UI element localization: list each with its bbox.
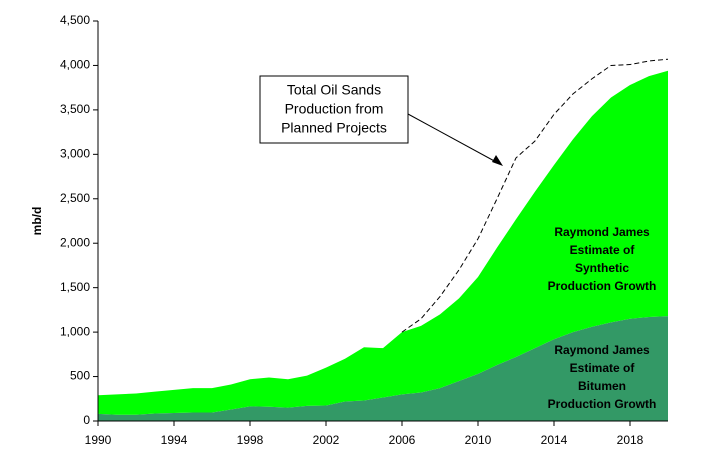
y-tick-label: 3,000 — [60, 147, 90, 161]
series-label: Raymond James — [554, 343, 650, 357]
series-label: Raymond James — [554, 225, 650, 239]
y-tick-label: 1,000 — [60, 324, 90, 338]
y-tick-label: 3,500 — [60, 102, 90, 116]
y-tick-label: 2,500 — [60, 191, 90, 205]
y-tick-label: 4,000 — [60, 58, 90, 72]
planned-line — [401, 58, 669, 333]
series-label: Estimate of — [570, 243, 636, 257]
x-tick-label: 2010 — [465, 433, 492, 447]
x-tick-label: 1998 — [237, 433, 264, 447]
y-axis-label: mb/d — [30, 207, 44, 236]
x-tick-label: 2002 — [313, 433, 340, 447]
x-tick-label: 1994 — [161, 433, 188, 447]
area — [98, 70, 668, 415]
y-tick-label: 0 — [83, 413, 90, 427]
x-tick-label: 2006 — [389, 433, 416, 447]
area — [98, 316, 668, 421]
x-tick-label: 1990 — [85, 433, 112, 447]
series-label: Production Growth — [548, 397, 657, 411]
series-label: Bitumen — [578, 379, 626, 393]
callout-text: Planned Projects — [281, 120, 387, 136]
callout-arrowhead — [492, 155, 503, 166]
callout-text: Total Oil Sands — [287, 82, 381, 98]
x-tick-label: 2014 — [541, 433, 568, 447]
y-tick-label: 500 — [70, 369, 90, 383]
y-tick-label: 1,500 — [60, 280, 90, 294]
series-label: Synthetic — [575, 261, 629, 275]
callout-box — [259, 75, 409, 144]
series-label: Estimate of — [570, 361, 636, 375]
callout-text: Production from — [285, 101, 384, 117]
series-label: Production Growth — [548, 279, 657, 293]
y-tick-label: 4,500 — [60, 13, 90, 27]
x-tick-label: 2018 — [617, 433, 644, 447]
callout-arrow — [407, 113, 499, 164]
y-tick-label: 2,000 — [60, 235, 90, 249]
